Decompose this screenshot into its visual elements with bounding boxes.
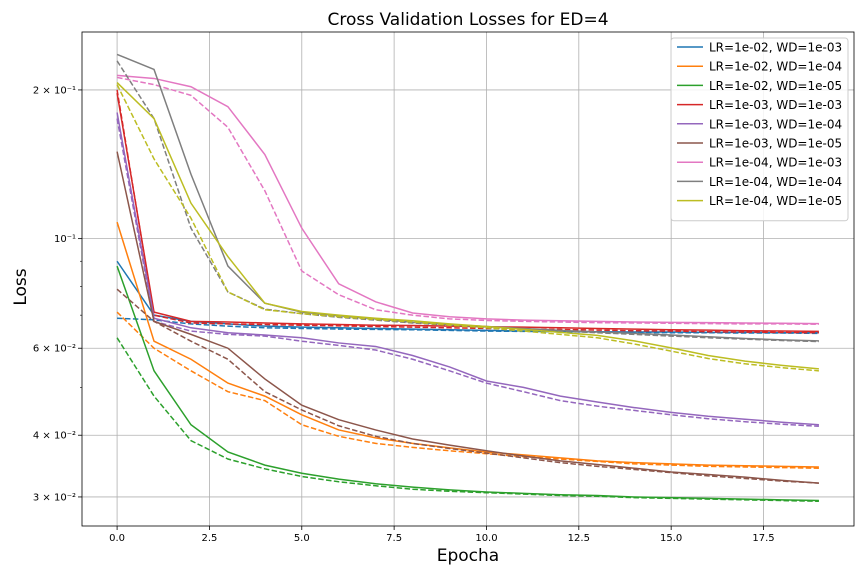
legend-box bbox=[670, 37, 849, 222]
x-tick-label: 2.5 bbox=[201, 533, 217, 544]
series-line-4 bbox=[116, 112, 819, 426]
y-tick-label: 2 × 10⁻¹ bbox=[33, 85, 76, 96]
x-tick-label: 5.0 bbox=[294, 533, 310, 544]
series-line-1 bbox=[116, 221, 819, 468]
series-line-dashed-1 bbox=[116, 311, 819, 469]
x-tick-label: 10.0 bbox=[475, 533, 497, 544]
x-tick-label: 17.5 bbox=[752, 533, 774, 544]
x-tick-label: 7.5 bbox=[386, 533, 402, 544]
y-tick-label: 4 × 10⁻² bbox=[33, 431, 76, 442]
legend-label: LR=1e-04, WD=1e-04 bbox=[709, 175, 842, 189]
series-line-6 bbox=[117, 74, 819, 325]
legend-label: LR=1e-02, WD=1e-03 bbox=[709, 41, 842, 55]
x-axis-title: Epocha bbox=[437, 546, 499, 566]
y-axis-title: Loss bbox=[11, 268, 31, 305]
legend-label: LR=1e-02, WD=1e-05 bbox=[709, 79, 842, 93]
plot-frame bbox=[81, 31, 855, 527]
y-tick-label: 3 × 10⁻² bbox=[33, 492, 76, 503]
series-line-8 bbox=[116, 82, 819, 370]
x-tick-label: 12.5 bbox=[568, 533, 590, 544]
x-tick-label: 15.0 bbox=[660, 533, 682, 544]
chart-title: Cross Validation Losses for ED=4 bbox=[327, 10, 608, 30]
series-line-5 bbox=[116, 151, 819, 484]
legend-label: LR=1e-03, WD=1e-04 bbox=[709, 117, 842, 131]
series-line-dashed-3 bbox=[116, 89, 819, 334]
legend-label: LR=1e-03, WD=1e-05 bbox=[709, 137, 842, 151]
legend-label: LR=1e-04, WD=1e-05 bbox=[709, 194, 842, 208]
series-line-dashed-8 bbox=[116, 84, 819, 372]
legend-label: LR=1e-04, WD=1e-03 bbox=[709, 156, 842, 170]
y-tick-label: 6 × 10⁻² bbox=[33, 344, 76, 355]
series-line-2 bbox=[116, 265, 819, 502]
y-tick-label: 10⁻¹ bbox=[54, 234, 76, 245]
series-line-dashed-6 bbox=[116, 76, 819, 325]
legend: LR=1e-02, WD=1e-03 LR=1e-02, WD=1e-04 LR=1… bbox=[670, 37, 849, 222]
series-line-dashed-4 bbox=[116, 118, 819, 428]
plot-series bbox=[116, 53, 819, 503]
x-tick-label: 0.0 bbox=[109, 533, 125, 544]
legend-label: LR=1e-02, WD=1e-04 bbox=[709, 60, 842, 74]
legend-label: LR=1e-03, WD=1e-03 bbox=[709, 98, 842, 112]
axes: 0.0 2.5 5.0 7.5 10.0 12.5 15.0 17.5 3 × 10⁻² 4 × … bbox=[33, 85, 775, 544]
